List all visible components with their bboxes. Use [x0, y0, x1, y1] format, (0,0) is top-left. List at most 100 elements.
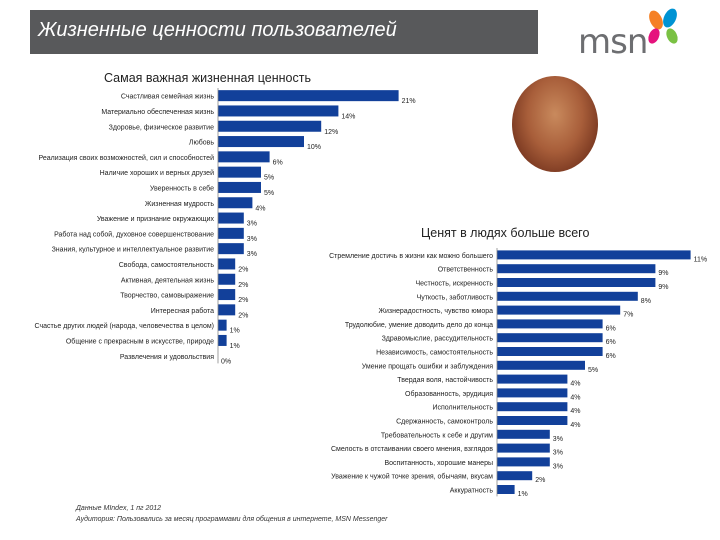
chart2-category-label: Исполнительность: [432, 405, 493, 412]
chart2-bar: [497, 388, 568, 398]
chart1-category-label: Здоровье, физическое развитие: [109, 124, 215, 131]
chart1-value-label: 1%: [230, 328, 240, 335]
chart1-value-label: 4%: [255, 205, 265, 212]
butterfly-icon: [648, 8, 678, 44]
chart1-value-label: 2%: [238, 297, 248, 304]
chart1-bar: [218, 289, 236, 301]
chart1-bar: [218, 151, 270, 163]
chart2-title: Ценят в людях больше всего: [421, 226, 590, 240]
chart2-bar: [497, 319, 603, 329]
chart2-category-label: Жизнерадостность, чувство юмора: [379, 308, 494, 315]
chart1-category-label: Любовь: [189, 139, 214, 147]
chart2-bar: [497, 347, 603, 356]
chart2-value-label: 4%: [570, 394, 580, 401]
chart2-bar: [497, 291, 638, 301]
chart2-category-label: Здравомыслие, рассудительность: [382, 336, 494, 343]
chart2-bar: [497, 402, 568, 412]
chart2-value-label: 9%: [658, 284, 668, 291]
chart2-value-label: 3%: [553, 436, 563, 443]
chart1-category-label: Счастье других людей (народа, человечест…: [35, 322, 214, 330]
chart2-category-label: Уважение к чужой точке зрения, обычаям, …: [331, 473, 493, 481]
chart1-bar: [218, 334, 227, 346]
chart2-category-label: Сдержанность, самоконтроль: [396, 419, 493, 426]
chart2-value-label: 1%: [518, 491, 528, 498]
chart2-value-label: 6%: [606, 353, 616, 360]
chart1-bar: [218, 304, 236, 316]
chart1-value-label: 3%: [247, 221, 257, 228]
chart1-category-label: Жизненная мудрость: [145, 201, 214, 208]
chart1-value-label: 5%: [264, 175, 274, 182]
chart2-bar: [497, 250, 691, 260]
chart2-bar: [497, 374, 568, 384]
chart1-bar: [218, 166, 261, 178]
chart2-category-label: Ответственность: [438, 267, 494, 274]
chart2-bar: [497, 264, 656, 274]
chart2-category-label: Честность, искренность: [415, 281, 493, 288]
chart1-category-label: Знания, культурное и интеллектуальное ра…: [52, 247, 215, 254]
chart2-category-label: Твердая воля, настойчивость: [397, 376, 493, 384]
chart1-category-label: Наличие хороших и верных друзей: [100, 169, 214, 177]
chart2-value-label: 3%: [553, 450, 563, 457]
chart2-category-label: Воспитанность, хорошие манеры: [384, 460, 493, 467]
chart2-category-label: Аккуратность: [450, 488, 494, 495]
chart2-category-label: Чуткость, заботливость: [417, 293, 494, 301]
chart1-value-label: 3%: [247, 251, 257, 258]
chart2-bar: [497, 471, 533, 481]
chart1-bar: [218, 136, 304, 148]
chart1-bar: [218, 273, 236, 285]
footer-source: Данные MIndex, 1 пг 2012: [76, 505, 162, 512]
chart1-category-label: Общение с прекрасным в искусстве, природ…: [66, 337, 214, 345]
chart2-value-label: 4%: [570, 381, 580, 388]
logo-text: msn: [578, 22, 648, 62]
title-bar: Жизненные ценности пользователей: [30, 10, 538, 54]
chart2-value-label: 9%: [658, 270, 668, 277]
chart1-bar: [218, 90, 399, 102]
chart1-bar: [218, 258, 236, 270]
chart1-bar: [218, 212, 244, 224]
chart1-value-label: 2%: [238, 266, 248, 273]
chart2-bar: [497, 485, 515, 494]
chart2-bar: [497, 360, 585, 370]
chart2-category-label: Стремление достичь в жизни как можно бол…: [329, 252, 493, 260]
chart1-bar: [218, 319, 227, 331]
chart2-bar: [497, 429, 550, 439]
chart1-value-label: 10%: [307, 144, 321, 151]
chart1-value-label: 3%: [247, 236, 257, 243]
chart2-value-label: 6%: [606, 325, 616, 332]
chart1-category-label: Свобода, самостоятельность: [119, 261, 215, 269]
chart2-value-label: 11%: [694, 256, 708, 263]
chart1-bar: [218, 181, 261, 193]
chart2-category-label: Образованность, эрудиция: [405, 390, 493, 398]
chart2-value-label: 6%: [606, 339, 616, 346]
chart1-category-label: Интересная работа: [151, 307, 214, 315]
chart2-svg: Стремление достичь в жизни как можно бол…: [329, 248, 708, 498]
chart2-category-label: Независимость, самостоятельность: [376, 350, 493, 357]
chart2-bar: [497, 305, 621, 315]
chart1-bar: [218, 120, 322, 132]
chart2-category-label: Трудолюбие, умение доводить дело до конц…: [345, 321, 493, 329]
chart1-bar: [218, 227, 244, 239]
chart2-bar: [497, 457, 550, 467]
chart1-value-label: 21%: [402, 98, 416, 105]
page-title: Жизненные ценности пользователей: [38, 19, 397, 41]
chart2-bar: [497, 416, 568, 425]
chart1-category-label: Уважение и признание окружающих: [97, 216, 215, 223]
chart1-category-label: Развлечения и удовольствия: [120, 354, 214, 361]
chart2-value-label: 5%: [588, 367, 598, 374]
chart2-category-label: Требовательность к себе и другим: [381, 431, 493, 439]
chart1-title: Самая важная жизненная ценность: [104, 71, 311, 85]
chart1-bar: [218, 243, 244, 255]
chart2-value-label: 2%: [535, 477, 545, 484]
chart1-svg: Счастливая семейная жизнь 21% Материально …: [35, 88, 416, 365]
chart1-bar: [218, 197, 253, 209]
chart1-value-label: 12%: [324, 129, 338, 136]
chart2-value-label: 4%: [570, 408, 580, 415]
chart2-value-label: 8%: [641, 298, 651, 305]
chart1-category-label: Материально обеспеченная жизнь: [101, 108, 214, 116]
msn-logo: msn: [578, 8, 698, 62]
chart1-category-label: Уверенность в себе: [150, 184, 214, 192]
footer-audience: Аудитория: Пользовались за месяц програм…: [76, 516, 388, 523]
chart1-value-label: 6%: [273, 159, 283, 166]
chart2-category-label: Умение прощать ошибки и заблуждения: [362, 362, 493, 370]
chart2-value-label: 4%: [570, 422, 580, 429]
